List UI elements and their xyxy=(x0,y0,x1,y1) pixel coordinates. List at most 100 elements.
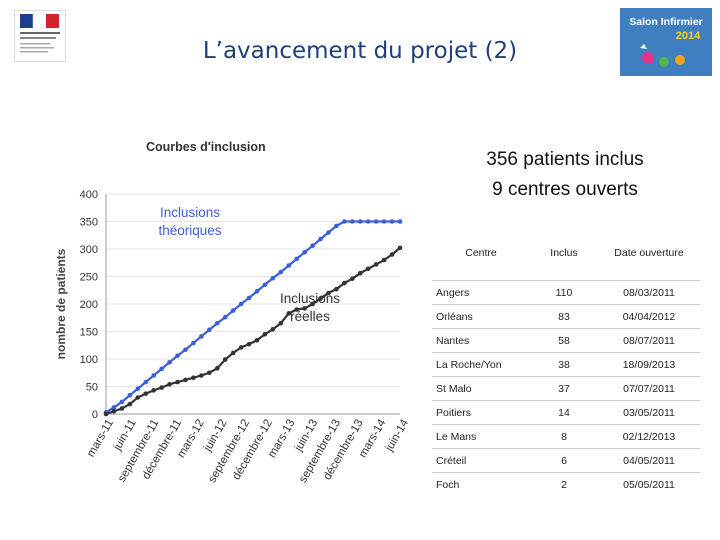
table-row: Foch 2 05/05/2011 xyxy=(432,472,700,496)
series-point-0 xyxy=(230,308,236,313)
inclus-cell: 6 xyxy=(530,448,598,473)
y-tick-label: 200 xyxy=(80,299,98,311)
y-tick-label: 250 xyxy=(80,272,98,284)
table-row: Poitiers 14 03/05/2011 xyxy=(432,400,700,425)
series-line-0 xyxy=(105,220,400,414)
series xyxy=(103,219,403,417)
series-point-0 xyxy=(143,379,149,385)
date-cell: 03/05/2011 xyxy=(598,400,700,425)
series-point-0 xyxy=(214,320,220,326)
series-point-1 xyxy=(342,280,347,286)
series-point-1 xyxy=(350,276,355,281)
chart-title: Courbes d'inclusion xyxy=(146,140,266,154)
y-tick-label: 150 xyxy=(80,327,98,339)
series-point-0 xyxy=(350,219,355,224)
series-point-1 xyxy=(119,406,125,411)
series-point-0 xyxy=(238,301,244,307)
date-cell: 18/09/2013 xyxy=(598,352,700,377)
table-row: Orléans 83 04/04/2012 xyxy=(432,304,700,329)
series-point-1 xyxy=(326,290,331,296)
header-inclus: Inclus xyxy=(550,247,578,259)
inclusion-chart: Courbes d'inclusion nombre de patients 0… xyxy=(40,128,420,502)
series-point-0 xyxy=(286,263,292,268)
series-point-1 xyxy=(238,345,244,350)
series-point-1 xyxy=(222,357,228,362)
series-point-1 xyxy=(175,379,180,385)
series-point-0 xyxy=(373,219,379,224)
series-point-1 xyxy=(214,366,220,371)
y-tick-label: 350 xyxy=(80,217,98,229)
series-point-0 xyxy=(167,360,172,365)
series-point-0 xyxy=(310,243,315,248)
inclus-cell: 38 xyxy=(530,352,598,377)
table-row: Le Mans 8 02/12/2013 xyxy=(432,424,700,449)
centre-cell: St Malo xyxy=(432,376,530,401)
series-point-1 xyxy=(270,327,276,332)
headline-centres: 9 centres ouverts xyxy=(492,179,638,200)
series-point-1 xyxy=(246,341,252,347)
salon-infirmier-logo: Salon Infirmier 2014 xyxy=(620,8,712,76)
republique-francaise-logo xyxy=(13,9,67,63)
date-cell: 04/04/2012 xyxy=(598,304,700,329)
legend-label-line2: théoriques xyxy=(158,223,221,238)
series-point-1 xyxy=(230,350,236,356)
inclus-cell: 8 xyxy=(530,424,598,449)
series-point-0 xyxy=(119,399,125,405)
series-point-1 xyxy=(302,306,307,311)
series-point-0 xyxy=(199,334,204,339)
table-row: Angers 110 08/03/2011 xyxy=(432,280,700,305)
series-point-1 xyxy=(159,385,164,390)
table-row: La Roche/Yon 38 18/09/2013 xyxy=(432,352,700,377)
salon-logo-line2: 2014 xyxy=(676,30,701,42)
series-point-1 xyxy=(143,391,149,396)
headline: 356 patients inclus 9 centres ouverts xyxy=(440,145,690,205)
table-header-row: Centre Inclus Date ouverture xyxy=(432,226,700,281)
salon-logo-line1: Salon Infirmier xyxy=(629,16,703,28)
legend-label-line1: Inclusions xyxy=(160,205,220,220)
legend: Inclusions théoriques Inclusions réelles xyxy=(158,205,340,324)
x-tick-label: juin-14 xyxy=(383,417,411,454)
series-point-0 xyxy=(326,230,331,235)
date-cell: 08/07/2011 xyxy=(598,328,700,353)
series-point-0 xyxy=(127,393,133,398)
inclus-cell: 2 xyxy=(530,472,598,496)
table-row: Nantes 58 08/07/2011 xyxy=(432,328,700,353)
headline-patients: 356 patients inclus xyxy=(486,149,644,170)
legend-label-line2: réelles xyxy=(290,309,330,324)
series-point-0 xyxy=(175,353,180,358)
slide-title: L’avancement du projet (2) xyxy=(202,38,518,64)
series-point-0 xyxy=(389,219,395,224)
series-point-0 xyxy=(246,295,252,301)
centre-cell: Poitiers xyxy=(432,400,530,425)
series-point-1 xyxy=(389,252,395,257)
series-point-0 xyxy=(342,219,347,224)
inclus-cell: 14 xyxy=(530,400,598,425)
series-point-0 xyxy=(111,405,117,410)
series-point-1 xyxy=(127,401,133,407)
series-point-1 xyxy=(294,307,300,312)
centre-cell: Nantes xyxy=(432,328,530,353)
centre-cell: Le Mans xyxy=(432,424,530,449)
centre-cell: Créteil xyxy=(432,448,530,473)
x-tick: mars-11 xyxy=(85,418,116,460)
series-point-1 xyxy=(191,375,196,380)
centre-cell: Orléans xyxy=(432,304,530,329)
axes: 050100150200250300350400mars-11juin-11se… xyxy=(80,189,412,485)
date-cell: 04/05/2011 xyxy=(598,448,700,473)
inclus-cell: 37 xyxy=(530,376,598,401)
series-point-0 xyxy=(159,366,164,372)
series-point-0 xyxy=(151,373,156,378)
legend-label-line1: Inclusions xyxy=(280,291,340,306)
series-point-0 xyxy=(294,256,300,262)
centre-cell: Foch xyxy=(432,472,530,496)
series-point-0 xyxy=(270,275,276,281)
series-point-1 xyxy=(310,301,315,307)
inclus-cell: 83 xyxy=(530,304,598,329)
series-point-1 xyxy=(381,257,387,263)
series-point-1 xyxy=(334,286,339,292)
inclus-cell: 110 xyxy=(530,280,598,305)
series-point-1 xyxy=(397,245,403,251)
header-date: Date ouverture xyxy=(614,247,684,259)
series-point-1 xyxy=(278,320,284,326)
centre-cell: La Roche/Yon xyxy=(432,352,530,377)
